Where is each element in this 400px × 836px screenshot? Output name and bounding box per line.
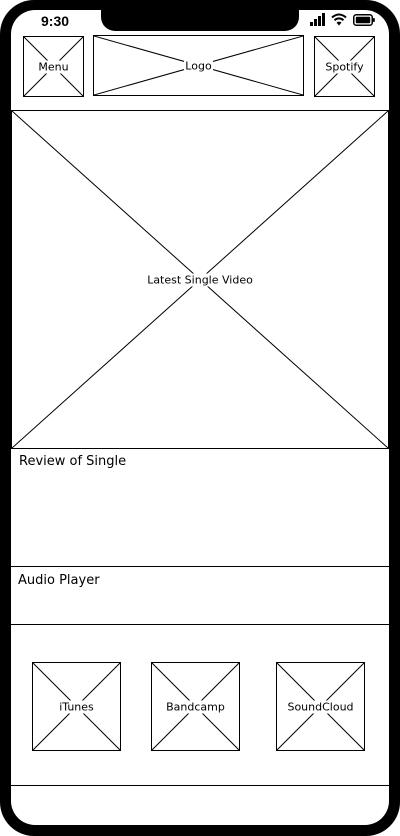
- section-divider: [11, 624, 389, 625]
- review-title: Review of Single: [19, 454, 127, 469]
- menu-button[interactable]: Menu: [23, 36, 84, 97]
- video-label: Latest Single Video: [146, 273, 254, 286]
- battery-icon: [353, 13, 375, 26]
- side-mark: [0, 262, 3, 274]
- phone-screen: 9:30 Menu: [11, 10, 389, 825]
- section-divider: [11, 566, 389, 567]
- itunes-label: iTunes: [58, 700, 95, 713]
- soundcloud-button[interactable]: SoundCloud: [276, 662, 365, 751]
- soundcloud-label: SoundCloud: [286, 700, 355, 713]
- latest-single-video[interactable]: Latest Single Video: [11, 110, 389, 449]
- itunes-button[interactable]: iTunes: [32, 662, 121, 751]
- audio-player-title: Audio Player: [18, 573, 100, 588]
- bandcamp-button[interactable]: Bandcamp: [151, 662, 240, 751]
- signal-icon: [310, 13, 325, 26]
- spotify-label: Spotify: [324, 60, 365, 73]
- status-time: 9:30: [41, 13, 70, 29]
- section-divider: [11, 785, 389, 786]
- logo-label: Logo: [184, 59, 213, 72]
- notch: [101, 10, 299, 31]
- status-icons: [310, 13, 375, 26]
- wifi-icon: [331, 13, 347, 26]
- logo[interactable]: Logo: [93, 35, 304, 96]
- bandcamp-label: Bandcamp: [165, 700, 226, 713]
- menu-label: Menu: [37, 60, 70, 73]
- spotify-button[interactable]: Spotify: [314, 36, 375, 97]
